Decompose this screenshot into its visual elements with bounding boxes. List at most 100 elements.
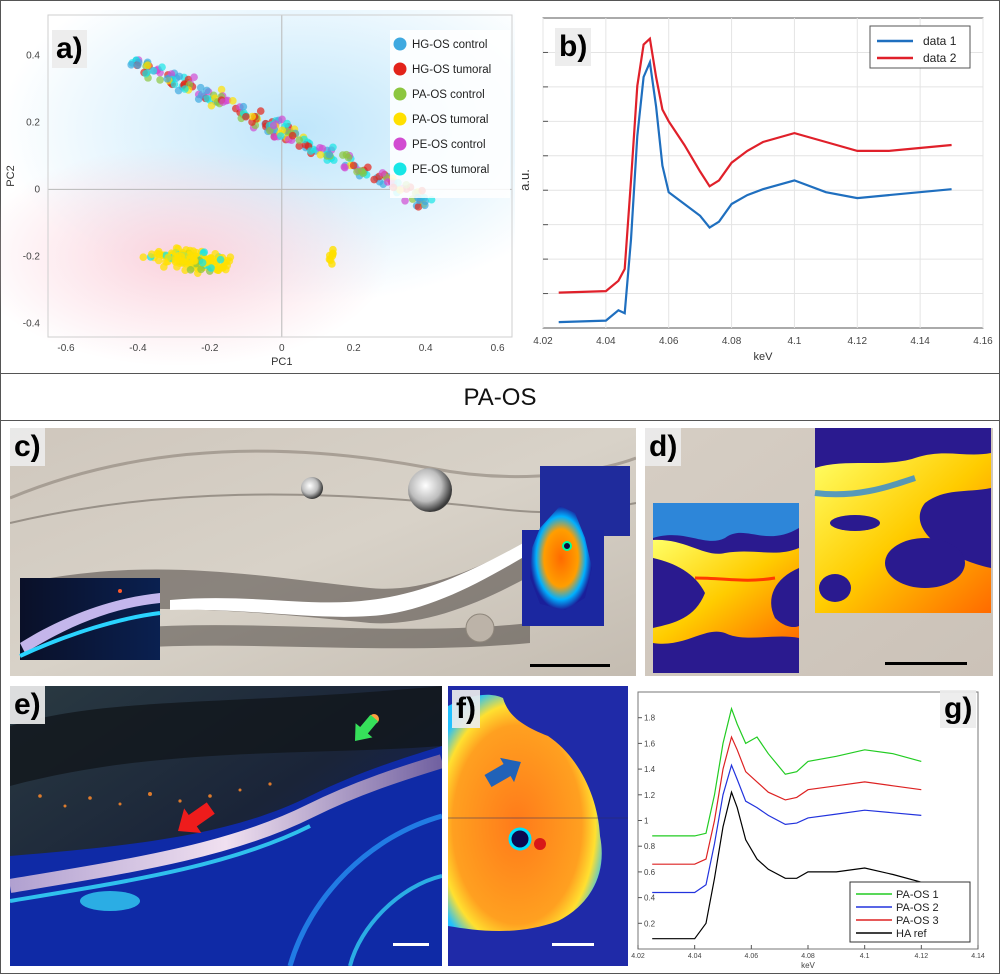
legend-label: data 2 [923,51,957,65]
x-tick-label: 4.06 [659,336,679,347]
scatter-point [384,178,392,186]
x-tick-label: 4.1 [860,953,870,960]
section-title: PA-OS [463,384,537,411]
panel-label-f: f) [452,690,480,728]
scatter-point [229,97,237,105]
scatter-point [171,256,180,264]
scatter-point [295,142,304,150]
x-tick-label: 4.02 [631,953,645,960]
legend-label: PE-OS control [412,139,486,151]
plot-border [47,14,513,338]
scatter-point [179,257,188,266]
x-tick-label: 4.04 [688,953,702,960]
legend-marker [393,37,407,51]
heatmap-image-f [448,686,628,966]
scatter-point [206,258,215,267]
series-line-PA-OS-1 [652,706,922,837]
scatter-point [154,256,163,265]
scatter-point [221,265,230,274]
scatter-point [156,76,164,84]
x-axis-label: keV [801,961,815,970]
x-tick-label: 4.1 [787,336,801,347]
legend-label: PE-OS tumoral [412,164,489,176]
scatter-point [278,115,286,124]
scatter-point [325,251,334,260]
x-axis-label: keV [754,351,774,363]
scale-bar-d [885,662,967,665]
scatter-point [160,263,168,271]
x-tick-label: 0.6 [491,343,505,354]
scatter-point [127,61,136,69]
scatter-point [341,163,349,172]
x-tick-label: -0.6 [57,343,75,354]
x-tick-label: 4.04 [596,336,616,347]
scatter-point [134,61,142,70]
legend-box [849,881,971,943]
green-arrow-icon [355,714,379,741]
legend-box [390,30,510,198]
legend-marker [393,87,407,101]
scatter-point [288,131,297,140]
y-tick-label: 0.2 [644,919,656,928]
x-tick-label: 0.2 [347,343,361,354]
y-tick-label: 1.6 [644,739,656,748]
y-tick-label: 0.4 [26,50,40,61]
scatter-point [186,266,195,274]
series-line-HA-ref [652,790,922,940]
scatter-point [329,143,337,152]
panel-label-a: a) [52,30,87,68]
scatter-point [325,150,334,159]
scatter-point [142,69,150,78]
y-tick-label: 0.8 [644,842,656,851]
y-tick-label: 0.4 [644,894,656,903]
x-tick-label: -0.2 [201,343,219,354]
legend-label: PA-OS 2 [896,902,939,914]
plot-area [542,17,984,329]
x-tick-label: 4.14 [971,953,985,960]
legend-marker [393,62,407,76]
scatter-point [329,245,337,254]
scatter-point [248,118,256,126]
y-tick-label: 1.2 [644,791,656,800]
y-tick-label: 1.8 [644,714,656,723]
x-tick-label: 4.14 [910,336,930,347]
legend-marker [393,137,407,151]
scatter-point [353,167,361,176]
series-line-data-2 [558,36,952,294]
series-line-PA-OS-3 [652,735,922,865]
scatter-point [147,250,156,258]
scatter-point [217,85,226,94]
scatter-point [149,67,158,75]
scatter-point [344,153,353,162]
x-tick-label: 4.08 [801,953,815,960]
scatter-point [174,86,183,95]
legend-label: PA-OS control [412,89,485,101]
scale-bar-e [393,943,429,946]
divider-bottom [0,420,1000,421]
legend-label: PA-OS tumoral [412,114,488,126]
scatter-point [283,119,291,128]
xanes-line-chart-g: 4.02 4.04 4.06 4.08 4.1 4.12 4.14 0.2 0.4 0.6 0.8 1… [630,691,985,970]
y-axis-label: a.u. [630,825,631,843]
scatter-point [248,112,256,121]
panel-label-g: g) [940,690,977,728]
scatter-point [256,107,265,115]
x-tick-label: 4.08 [722,336,742,347]
scatter-point [194,95,203,103]
red-arrow-icon [178,802,215,833]
scatter-point [155,250,164,259]
scatter-point [219,98,227,106]
scatter-point [203,94,212,103]
scatter-point [139,253,148,261]
panel-label-e: e) [10,686,45,724]
scatter-point [370,175,378,184]
legend-box [869,25,971,69]
scatter-point [203,86,211,95]
x-tick-label: 4.16 [973,336,993,347]
y-tick-label: 0.6 [644,868,656,877]
x-axis-label: PC1 [271,356,292,368]
x-tick-label: 4.12 [915,953,929,960]
series-line-data-1 [558,58,952,324]
scatter-point [401,196,409,205]
x-tick-label: 0.4 [419,343,433,354]
